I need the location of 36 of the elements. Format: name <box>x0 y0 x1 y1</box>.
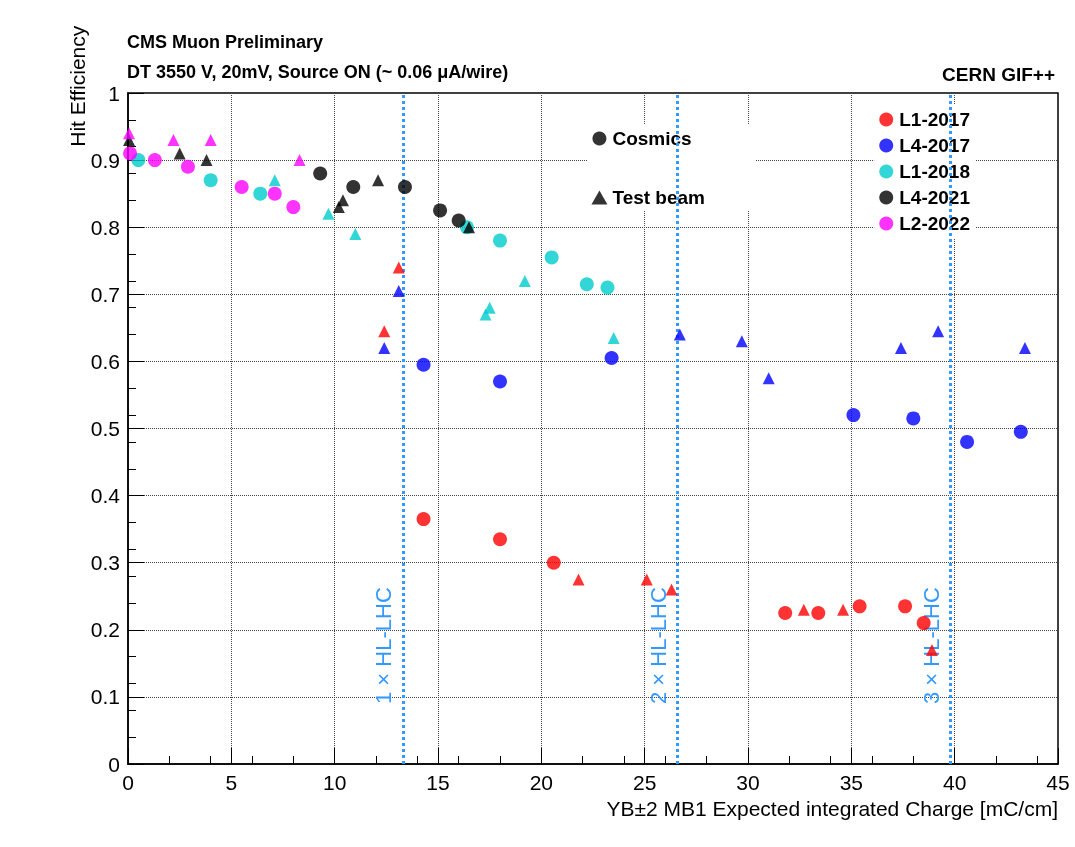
y-tick-label: 1 <box>108 81 120 105</box>
y-tick-label: 0.6 <box>90 349 120 373</box>
y-tick-label: 0 <box>108 752 120 776</box>
y-tick-label: 0.3 <box>90 551 120 575</box>
x-tick-label: 10 <box>322 771 347 794</box>
x-tick-label: 35 <box>839 771 864 794</box>
x-tick-label: 25 <box>632 771 657 794</box>
x-tick-label: 20 <box>529 771 554 794</box>
legend-label: Test beam <box>612 187 706 208</box>
x-tick-label: 0 <box>122 771 134 794</box>
y-tick-label: 0.8 <box>90 215 120 239</box>
ref-line-label: 3 × HL-LHC <box>919 587 945 704</box>
legend-label: L1-2018 <box>899 161 971 182</box>
legend-label: L4-2021 <box>899 187 971 208</box>
ref-line-label: 2 × HL-LHC <box>646 587 672 704</box>
legend-label: Cosmics <box>612 128 692 149</box>
y-axis-title: Hit Efficiency <box>66 25 89 147</box>
legend-label: L2-2022 <box>899 213 971 234</box>
chart-subtitle: DT 3550 V, 20mV, Source ON (~ 0.06 μA/wire) <box>127 62 509 82</box>
x-tick-label: 45 <box>1046 771 1070 794</box>
y-tick-label: 0.4 <box>90 484 121 508</box>
x-tick-label: 5 <box>225 771 238 794</box>
x-tick-label: 30 <box>736 771 760 794</box>
ref-line-label: 1 × HL-LHC <box>371 587 397 704</box>
text: CERN GIF++ <box>942 64 1056 85</box>
x-axis-title: YB±2 MB1 Expected integrated Charge [mC/cm] <box>606 797 1058 820</box>
legend-label: L1-2017 <box>899 109 971 130</box>
y-tick-label: 0.7 <box>90 282 120 306</box>
y-tick-label: 0.2 <box>90 618 120 642</box>
y-tick-label: 0.1 <box>90 685 120 709</box>
legend-label: L4-2017 <box>899 135 971 156</box>
x-tick-label: 15 <box>426 771 450 794</box>
y-tick-label: 0.5 <box>90 417 120 440</box>
y-tick-label: 0.9 <box>90 148 120 172</box>
chart-title: CMS Muon Preliminary <box>127 32 324 52</box>
x-tick-label: 40 <box>942 771 967 794</box>
